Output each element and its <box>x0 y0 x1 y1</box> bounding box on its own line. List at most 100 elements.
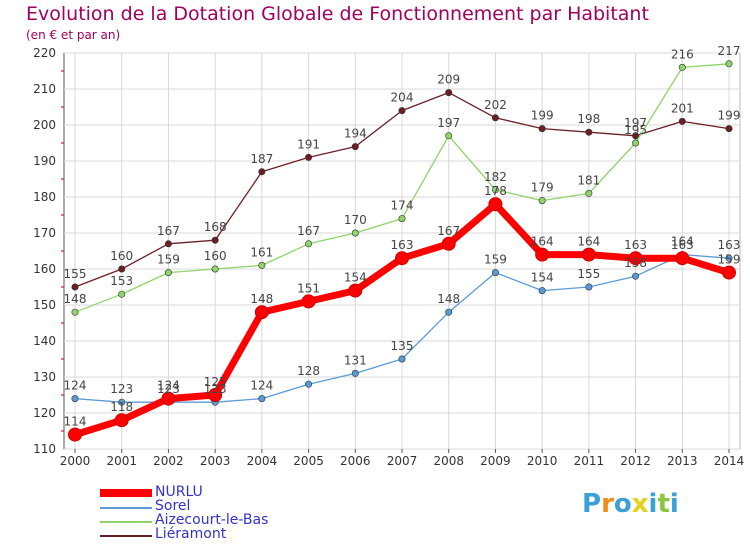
data-label-li-ramont: 199 <box>718 109 741 123</box>
data-point-aizecourt-le-bas <box>398 215 406 223</box>
logo-letter: o <box>613 489 632 519</box>
data-label-sorel: 164 <box>671 235 694 249</box>
legend-item-lieramont: Liéramont <box>100 526 350 542</box>
data-label-aizecourt-le-bas: 179 <box>531 181 554 195</box>
data-label-li-ramont: 187 <box>250 152 273 166</box>
data-point-sorel <box>725 254 733 262</box>
logo-letter: P <box>582 489 602 519</box>
logo-letter: i <box>669 489 679 519</box>
data-label-nurlu: 163 <box>671 238 694 252</box>
data-label-li-ramont: 209 <box>437 73 460 87</box>
data-point-sorel <box>632 272 640 280</box>
data-label-li-ramont: 199 <box>531 109 554 123</box>
data-label-sorel: 123 <box>204 382 227 396</box>
data-label-li-ramont: 167 <box>157 224 180 238</box>
data-point-sorel <box>351 369 359 377</box>
data-label-nurlu: 124 <box>157 379 180 393</box>
legend-swatch-lieramont <box>100 535 152 537</box>
data-label-aizecourt-le-bas: 160 <box>204 249 227 263</box>
y-tick-label: 170 <box>33 226 56 240</box>
y-tick-label: 160 <box>33 262 56 276</box>
data-point-aizecourt-le-bas <box>445 132 453 140</box>
x-tick-label: 2004 <box>247 454 278 468</box>
logo-letter: x <box>631 489 649 519</box>
data-label-sorel: 163 <box>718 238 741 252</box>
data-point-sorel <box>491 269 499 277</box>
data-point-nurlu <box>488 197 503 212</box>
data-label-aizecourt-le-bas: 167 <box>297 224 320 238</box>
y-tick-label: 110 <box>33 442 56 456</box>
data-label-li-ramont: 197 <box>624 116 647 130</box>
data-label-aizecourt-le-bas: 159 <box>157 253 180 267</box>
data-label-sorel: 158 <box>624 256 647 270</box>
data-label-sorel: 159 <box>484 253 507 267</box>
data-point-nurlu <box>441 236 456 251</box>
data-point-aizecourt-le-bas <box>538 197 546 205</box>
data-label-nurlu: 118 <box>110 400 133 414</box>
data-point-sorel <box>538 287 546 295</box>
data-point-aizecourt-le-bas <box>71 308 79 316</box>
data-label-nurlu: 164 <box>577 235 600 249</box>
data-point-li-ramont <box>538 125 546 133</box>
data-label-aizecourt-le-bas: 217 <box>718 44 741 58</box>
legend-item-nurlu: NURLU <box>100 484 350 500</box>
data-point-nurlu <box>114 413 129 428</box>
data-label-aizecourt-le-bas: 170 <box>344 213 367 227</box>
data-point-aizecourt-le-bas <box>491 186 499 194</box>
data-label-aizecourt-le-bas: 182 <box>484 170 507 184</box>
x-tick-label: 2011 <box>574 454 605 468</box>
data-label-aizecourt-le-bas: 181 <box>577 173 600 187</box>
data-point-aizecourt-le-bas <box>632 139 640 147</box>
x-tick-label: 2005 <box>293 454 324 468</box>
data-label-sorel: 135 <box>391 339 414 353</box>
x-tick-label: 2002 <box>153 454 184 468</box>
x-tick-label: 2008 <box>433 454 464 468</box>
x-tick-label: 2009 <box>480 454 511 468</box>
data-label-nurlu: 125 <box>204 375 227 389</box>
y-tick-label: 190 <box>33 154 56 168</box>
data-label-sorel: 131 <box>344 353 367 367</box>
data-label-li-ramont: 160 <box>110 249 133 263</box>
data-point-sorel <box>71 395 79 403</box>
data-point-aizecourt-le-bas <box>351 229 359 237</box>
data-label-nurlu: 114 <box>64 415 87 429</box>
legend-item-sorel: Sorel <box>100 498 350 514</box>
data-point-sorel <box>118 398 126 406</box>
data-label-li-ramont: 168 <box>204 220 227 234</box>
data-point-li-ramont <box>305 153 313 161</box>
data-point-li-ramont <box>491 114 499 122</box>
data-label-li-ramont: 155 <box>64 267 87 281</box>
chart-subtitle: (en € et par an) <box>26 28 121 42</box>
x-tick-label: 2013 <box>667 454 698 468</box>
data-point-li-ramont <box>164 240 172 248</box>
data-label-aizecourt-le-bas: 161 <box>250 245 273 259</box>
x-tick-label: 2006 <box>340 454 371 468</box>
data-point-aizecourt-le-bas <box>258 261 266 269</box>
data-label-li-ramont: 191 <box>297 137 320 151</box>
data-label-aizecourt-le-bas: 174 <box>391 199 414 213</box>
x-tick-label: 2012 <box>620 454 651 468</box>
data-point-aizecourt-le-bas <box>211 265 219 273</box>
legend-item-aizecourt: Aizecourt-le-Bas <box>100 512 350 528</box>
data-point-li-ramont <box>351 143 359 151</box>
data-point-li-ramont <box>445 89 453 97</box>
data-point-nurlu <box>301 294 316 309</box>
x-tick-label: 2010 <box>527 454 558 468</box>
logo-letter: i <box>648 489 658 519</box>
data-label-sorel: 128 <box>297 364 320 378</box>
y-tick-label: 130 <box>33 370 56 384</box>
data-point-nurlu <box>628 251 643 266</box>
data-point-nurlu <box>68 427 82 442</box>
x-tick-label: 2000 <box>60 454 91 468</box>
data-point-li-ramont <box>71 283 79 291</box>
data-label-sorel: 155 <box>577 267 600 281</box>
data-label-nurlu: 159 <box>718 253 741 267</box>
x-tick-label: 2003 <box>200 454 231 468</box>
data-label-nurlu: 151 <box>297 281 320 295</box>
data-label-nurlu: 154 <box>344 271 367 285</box>
logo-letter: r <box>601 489 614 519</box>
data-label-li-ramont: 201 <box>671 101 694 115</box>
legend-label-lieramont: Liéramont <box>155 526 227 542</box>
legend-label-nurlu: NURLU <box>155 484 203 500</box>
